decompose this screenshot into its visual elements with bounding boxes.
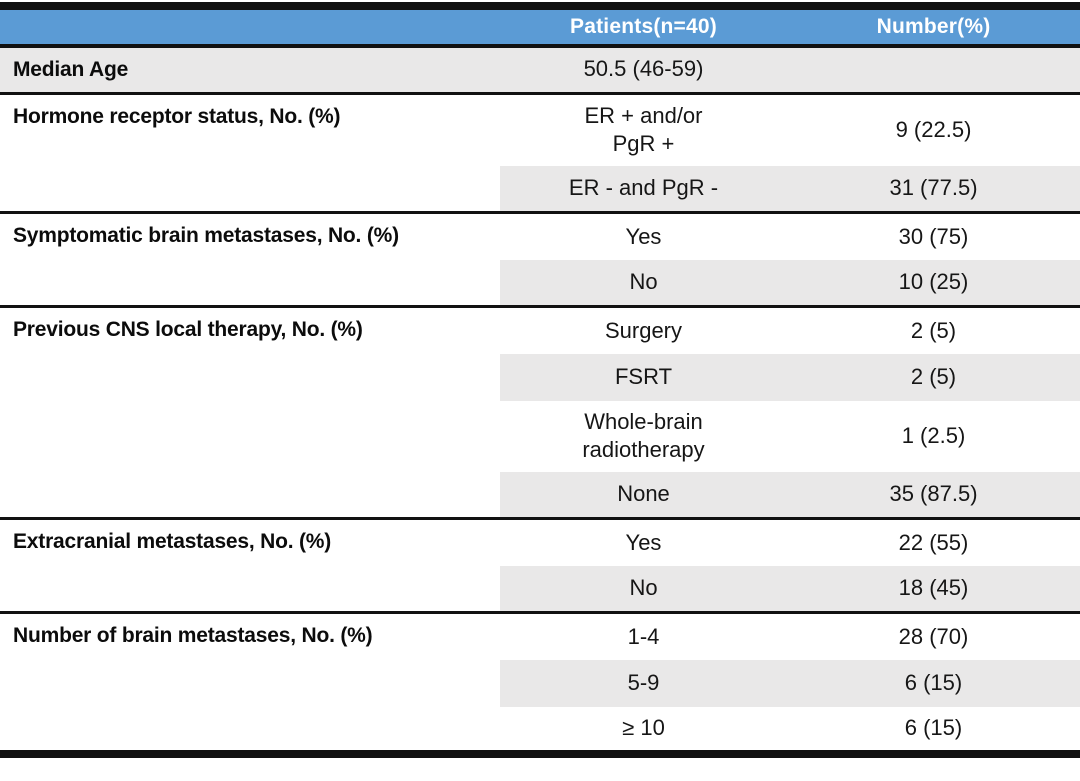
table-row: Whole-brain radiotherapy 1 (2.5) <box>0 401 1080 472</box>
header-row: Patients(n=40) Number(%) <box>0 6 1080 48</box>
column-header-patients: Patients(n=40) <box>500 6 787 48</box>
table-row: Hormone receptor status, No. (%) ER + and… <box>0 91 1080 213</box>
table-row: 5-9 6 (15) <box>0 659 1080 707</box>
row-group-label: Symptomatic brain metastases, No. (%) <box>0 211 500 307</box>
row-group-label: Previous CNS local therapy, No. (%) <box>0 305 500 519</box>
number-value-cell: 9 (22.5) <box>787 91 1080 166</box>
number-value-cell: 6 (15) <box>787 659 1080 707</box>
patients-value-cell: Surgery <box>500 305 787 354</box>
patients-value-cell: FSRT <box>500 353 787 401</box>
table-row: No 18 (45) <box>0 565 1080 613</box>
number-value-cell: 18 (45) <box>787 565 1080 613</box>
row-group-label: Hormone receptor status, No. (%) <box>0 91 500 213</box>
patients-value-cell: Yes <box>500 211 787 260</box>
patients-value-cell: No <box>500 565 787 613</box>
patients-value-cell: ≥ 10 <box>622 715 665 741</box>
number-value-cell: 31 (77.5) <box>787 165 1080 213</box>
row-group-label: Extracranial metastases, No. (%) <box>0 517 500 613</box>
number-value-cell: 2 (5) <box>787 305 1080 354</box>
number-value-cell: 2 (5) <box>787 353 1080 401</box>
number-value-cell: 1 (2.5) <box>901 422 966 448</box>
patients-value-cell: ER - and PgR - <box>500 165 787 213</box>
patients-value-cell: ER + and/or PgR + <box>500 91 787 166</box>
patients-value-cell: No <box>500 259 787 307</box>
column-header-number: Number(%) <box>787 6 1080 48</box>
table-row: Number of brain metastases, No. (%) 1-4 28… <box>0 611 1080 754</box>
patients-value-cell: Whole-brain radiotherapy <box>582 408 705 463</box>
number-value-cell: 30 (75) <box>787 211 1080 260</box>
number-value-cell <box>787 44 1080 93</box>
table-row: FSRT 2 (5) <box>0 353 1080 401</box>
row-group-label: Median Age <box>0 44 500 93</box>
number-value-cell: 10 (25) <box>787 259 1080 307</box>
number-value-cell: 28 (70) <box>787 611 1080 660</box>
table-row: Previous CNS local therapy, No. (%) Surge… <box>0 305 1080 519</box>
number-value-cell: 22 (55) <box>787 517 1080 566</box>
patients-value-cell: 5-9 <box>500 659 787 707</box>
patients-value-cell: 1-4 <box>500 611 787 660</box>
table-body: Median Age 50.5 (46-59) Hormone receptor s… <box>0 44 1080 754</box>
table-row: Median Age 50.5 (46-59) <box>0 44 1080 93</box>
table-row: ≥ 10 6 (15) <box>0 707 1080 754</box>
header-empty-cell <box>0 6 500 48</box>
patients-value-cell: None <box>500 471 787 519</box>
table-row: Extracranial metastases, No. (%) Yes 22 (5… <box>0 517 1080 613</box>
patient-characteristics-table: Patients(n=40) Number(%) Median Age 50.5 … <box>0 2 1080 758</box>
table-row: No 10 (25) <box>0 259 1080 307</box>
row-group-label: Number of brain metastases, No. (%) <box>0 611 500 754</box>
table-row: Symptomatic brain metastases, No. (%) Yes… <box>0 211 1080 307</box>
number-value-cell: 6 (15) <box>904 715 963 741</box>
patients-value-cell: 50.5 (46-59) <box>500 44 787 93</box>
patients-value-cell: Yes <box>500 517 787 566</box>
number-value-cell: 35 (87.5) <box>787 471 1080 519</box>
table-row: None 35 (87.5) <box>0 471 1080 519</box>
table-row: ER - and PgR -31 (77.5) <box>0 165 1080 213</box>
